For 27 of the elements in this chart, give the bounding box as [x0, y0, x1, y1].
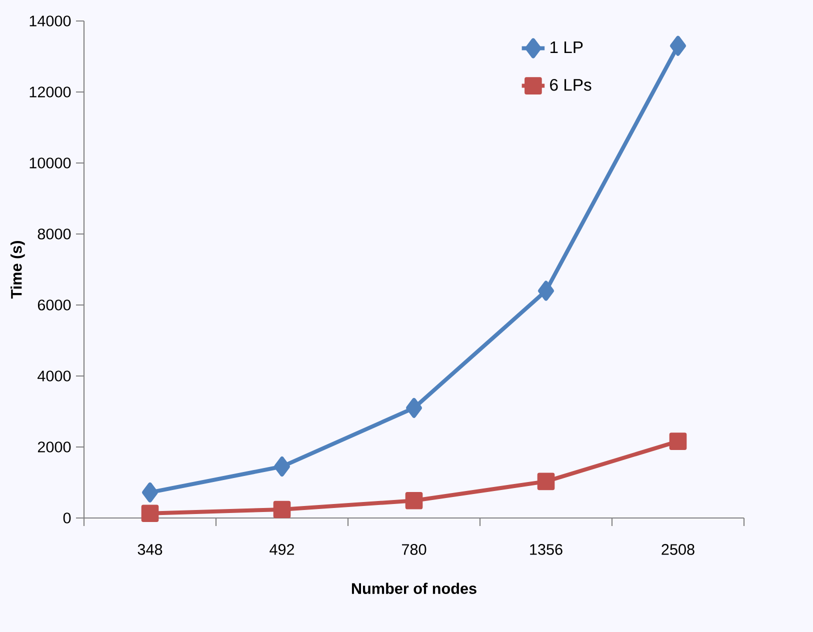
y-axis-title: Time (s): [10, 241, 25, 299]
x-tick-label: 1356: [530, 544, 562, 555]
y-tick-label: 4000: [38, 370, 71, 382]
x-tick-label: 348: [138, 544, 162, 555]
point: [537, 472, 555, 490]
y-tick-label: 6000: [38, 300, 71, 310]
point: [406, 398, 422, 418]
y-tick-label: 2000: [38, 442, 71, 452]
legend-label: 6 LPs: [550, 78, 592, 91]
legend-label: 1 LP: [550, 42, 583, 53]
y-tick-label: 8000: [38, 228, 71, 240]
point: [538, 280, 554, 301]
point: [274, 456, 290, 477]
y-tick-label: 0: [63, 512, 71, 524]
x-axis-title: Number of nodes: [352, 582, 476, 594]
x-tick-label: 780: [402, 544, 426, 555]
y-tick-label: 10000: [30, 158, 71, 168]
point: [669, 432, 687, 450]
point: [141, 504, 159, 522]
point: [142, 482, 158, 502]
y-tick-label: 12000: [30, 86, 71, 98]
point: [405, 492, 423, 510]
y-tick-label: 14000: [30, 16, 71, 26]
x-tick-label: 2508: [662, 544, 694, 555]
point: [273, 500, 291, 518]
x-tick-label: 492: [270, 544, 294, 555]
point: [670, 36, 686, 56]
